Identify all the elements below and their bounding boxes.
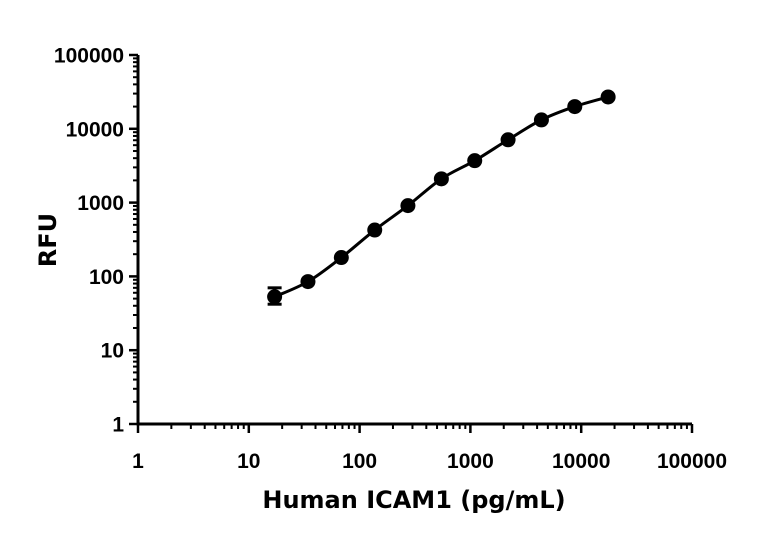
data-point xyxy=(467,153,483,169)
x-tick-label: 100000 xyxy=(657,450,727,473)
data-point xyxy=(567,99,583,115)
data-points xyxy=(267,89,616,305)
data-point xyxy=(600,89,616,105)
x-tick-label: 1 xyxy=(132,450,144,473)
y-tick-label: 10000 xyxy=(66,118,124,141)
data-point xyxy=(333,250,349,266)
x-tick-labels: 1 10 100 1000 10000 100000 xyxy=(132,450,727,473)
minor-ticks xyxy=(129,53,694,433)
data-point xyxy=(533,112,549,128)
data-point xyxy=(433,171,449,187)
y-tick-labels: 1 10 100 1000 10000 100000 xyxy=(54,45,124,437)
y-tick-label: 10 xyxy=(101,340,124,363)
x-axis-title: Human ICAM1 (pg/mL) xyxy=(262,486,565,514)
axes xyxy=(136,55,692,426)
curve-path xyxy=(273,95,609,299)
x-tick-label: 10 xyxy=(237,450,260,473)
data-point xyxy=(267,289,283,305)
fitted-curve xyxy=(273,95,609,299)
data-point xyxy=(300,274,316,290)
x-tick-label: 10000 xyxy=(552,450,610,473)
y-tick-label: 100 xyxy=(89,266,124,289)
x-tick-label: 100 xyxy=(342,450,377,473)
data-point xyxy=(367,222,383,238)
y-tick-label: 1000 xyxy=(77,192,124,215)
data-point xyxy=(500,132,516,148)
x-tick-label: 1000 xyxy=(447,450,494,473)
y-axis-title: RFU xyxy=(34,213,62,267)
y-tick-label: 100000 xyxy=(54,45,124,68)
data-point xyxy=(400,198,416,214)
y-tick-label: 1 xyxy=(112,414,124,437)
